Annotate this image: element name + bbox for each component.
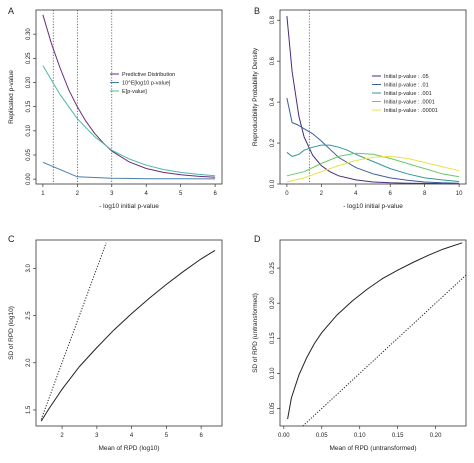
x-tick-label: 5 xyxy=(179,191,183,197)
panel-letter-c: C xyxy=(8,234,15,244)
series-line-c-0 xyxy=(40,249,216,422)
x-axis-label: Mean of RPD (log10) xyxy=(98,445,159,452)
y-tick-label: 0.10 xyxy=(26,124,32,136)
series-line-b-2 xyxy=(286,144,460,182)
y-tick-label: 0.15 xyxy=(270,332,276,344)
x-tick-label: 0.00 xyxy=(278,433,290,439)
legend-label: Predictive Distribution xyxy=(122,72,175,78)
x-tick-label: 8 xyxy=(423,191,427,197)
y-axis-label: Replicated p-value xyxy=(8,70,15,124)
x-axis-label: Mean of RPD (untransformed) xyxy=(329,445,416,452)
x-tick-label: 2 xyxy=(60,433,64,439)
y-tick-label: 0.00 xyxy=(26,173,32,185)
y-axis-label: SD of RPD (untransformed) xyxy=(252,293,259,373)
y-tick-label: 0.4 xyxy=(270,97,276,106)
x-axis-label: - log10 initial p-value xyxy=(99,203,159,210)
x-tick-label: 3 xyxy=(110,191,114,197)
legend-label: Initial p-value : .00001 xyxy=(384,108,438,114)
y-tick-label: 0.20 xyxy=(26,76,32,88)
y-tick-label: 0.8 xyxy=(270,15,276,24)
y-tick-label: 0.10 xyxy=(270,367,276,379)
y-tick-label: 0.30 xyxy=(26,28,32,40)
series-line-d-0 xyxy=(287,242,463,420)
series-line-b-0 xyxy=(286,16,460,185)
legend-label: 10^E[log10 p-value] xyxy=(122,81,171,87)
y-tick-label: 0.0 xyxy=(270,179,276,188)
y-tick-label: 0.15 xyxy=(26,100,32,112)
x-tick-label: 4 xyxy=(145,191,149,197)
panel-c: C 2 3 4 5 6 1.5 2.0 2.5 3.0 Mean of RPD (log10) SD… xyxy=(8,234,223,452)
panel-b: B 0 2 4 6 8 10 0.0 0.2 0.4 0.6 0.8 - log10 initial … xyxy=(252,6,467,210)
panel-d: D 0.00 0.05 0.10 0.15 0.20 0.05 0.10 0.15 0.20 0.… xyxy=(252,234,467,452)
legend-label: Initial p-value : .05 xyxy=(384,74,429,80)
y-tick-label: 0.05 xyxy=(270,402,276,414)
y-axis-label: SD of RPD (log10) xyxy=(8,306,15,360)
legend-label: Initial p-value : .001 xyxy=(384,91,432,97)
panel-a: A 1 2 3 4 5 6 0.00 0.05 0.10 0.15 0.20 0.25 0.30 - lo… xyxy=(8,6,223,210)
y-tick-label: 0.25 xyxy=(26,52,32,64)
series-line-b-4 xyxy=(286,155,460,183)
x-axis-label: - log10 initial p-value xyxy=(343,203,403,210)
legend-label: Initial p-value : .0001 xyxy=(384,100,435,106)
series-line-a-0 xyxy=(42,14,216,178)
y-tick-label: 0.05 xyxy=(26,149,32,161)
series-line-c-1 xyxy=(40,242,107,420)
x-tick-label: 4 xyxy=(354,191,358,197)
y-tick-label: 0.25 xyxy=(270,262,276,274)
x-tick-label: 3 xyxy=(95,433,99,439)
plot-frame-c xyxy=(35,239,223,427)
y-tick-label: 0.20 xyxy=(270,297,276,309)
y-tick-label: 2.0 xyxy=(26,358,32,367)
x-tick-label: 6 xyxy=(389,191,393,197)
panel-letter-a: A xyxy=(8,6,14,16)
y-tick-label: 1.5 xyxy=(26,405,32,414)
x-tick-label: 0 xyxy=(285,191,289,197)
panel-letter-b: B xyxy=(254,6,260,16)
plot-frame-b xyxy=(279,9,467,185)
y-axis-label: Reproducibility Probability Density xyxy=(252,47,259,146)
y-tick-label: 2.5 xyxy=(26,311,32,320)
x-tick-label: 0.20 xyxy=(430,433,442,439)
x-tick-label: 5 xyxy=(165,433,169,439)
x-tick-label: 6 xyxy=(213,191,217,197)
x-tick-label: 0.05 xyxy=(316,433,328,439)
x-tick-label: 0.10 xyxy=(354,433,366,439)
series-line-a-1 xyxy=(42,161,216,180)
legend-label: E[p-value] xyxy=(122,89,147,95)
plot-frame-a xyxy=(35,9,223,185)
x-tick-label: 2 xyxy=(320,191,324,197)
x-tick-label: 0.15 xyxy=(392,433,404,439)
x-tick-label: 2 xyxy=(76,191,80,197)
series-line-b-1 xyxy=(286,97,460,184)
y-tick-label: 3.0 xyxy=(26,263,32,272)
y-tick-label: 0.2 xyxy=(270,138,276,147)
legend-label: Initial p-value : .01 xyxy=(384,83,429,89)
x-tick-label: 1 xyxy=(41,191,45,197)
x-tick-label: 10 xyxy=(456,191,463,197)
panel-letter-d: D xyxy=(254,234,261,244)
x-tick-label: 4 xyxy=(130,433,134,439)
plot-frame-d xyxy=(279,239,467,427)
series-line-a-2 xyxy=(42,65,216,177)
series-line-b-3 xyxy=(286,152,460,178)
series-line-d-1 xyxy=(302,274,467,427)
x-tick-label: 6 xyxy=(199,433,203,439)
y-tick-label: 0.6 xyxy=(270,56,276,65)
